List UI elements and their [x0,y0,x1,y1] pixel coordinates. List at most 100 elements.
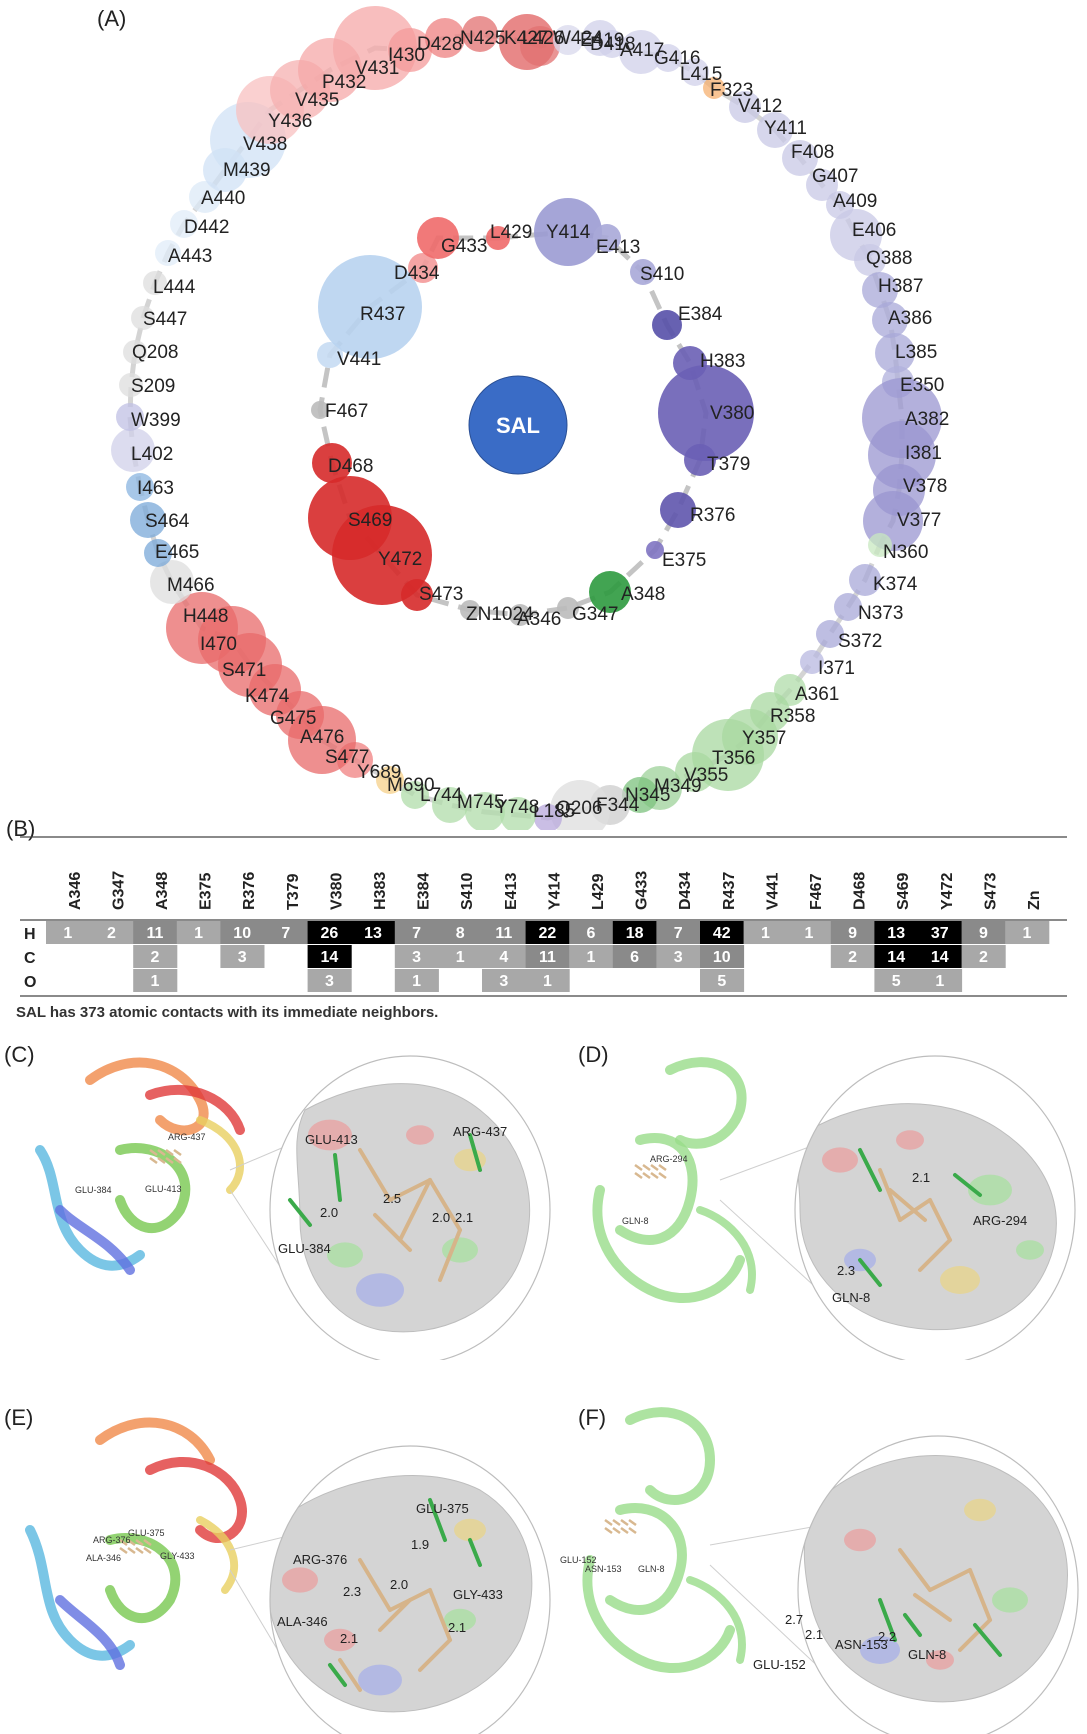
outer-residue-node-f408 [782,140,818,176]
outer-residue-node-v412 [729,91,761,123]
ligand-stick [157,1156,166,1165]
outer-residue-node-g407 [806,169,838,201]
outer-residue-label-g416: G416 [654,48,700,69]
inner-residue-node-e384 [652,310,682,340]
table-cell: 18 [626,925,644,942]
zoom-leader-line [229,1536,285,1551]
surface-patch [896,1130,924,1150]
table-cell: 1 [194,925,203,942]
outer-residue-label-h448: H448 [183,606,228,627]
table-row-label-h: H [24,926,36,943]
outer-residue-label-v431: V431 [355,58,399,79]
overview-residue-label: GLU-413 [145,1184,182,1194]
outer-residue-node-g416 [654,44,682,72]
inner-residue-node-e413 [593,224,621,252]
ligand-stick [634,1171,643,1180]
protein-ribbon [592,1185,745,1303]
inner-residue-node-g433 [417,217,459,259]
table-cell-bg [351,921,396,944]
surface-patch [282,1567,318,1593]
inner-residue-label-e375: E375 [662,550,706,571]
table-header-v380: V380 [328,873,345,910]
table-cell: 7 [412,925,421,942]
outer-residue-node-a443 [155,240,181,266]
protein-ribbon [196,1516,239,1594]
table-cell-bg [394,945,439,968]
outer-residue-node-v431 [333,6,417,90]
table-row-label-o: O [24,974,36,991]
overview-residue-label: ASN-153 [585,1564,622,1574]
ligand-stick [634,1163,643,1172]
table-cell-bg [700,969,745,992]
residue-bond [903,1613,922,1637]
outer-residue-node-h448 [166,592,238,664]
protein-ribbon [625,1407,716,1505]
outer-residue-label-w399: W399 [131,410,181,431]
hbond-distance-label: 2.1 [912,1170,930,1185]
outer-residue-label-l744: L744 [420,785,463,806]
ligand-stick [157,1148,166,1157]
inner-residue-label-s410: S410 [640,264,684,285]
ligand-bond [918,1238,952,1272]
protein-ribbon [25,1525,135,1661]
outer-residue-node-m745 [465,792,505,830]
outer-residue-label-a382: A382 [905,409,949,430]
ligand-bond [958,1618,992,1652]
hbond-distance-label: 2.2 [878,1629,896,1644]
outer-residue-label-i470: I470 [200,634,237,655]
ligand-stick [149,1156,158,1165]
docking-panel-f: GLU-152 ASN-153 GLN-8 GLU-152 ASN-153 GLN-8 2… [560,1400,1087,1734]
molecular-surface [797,1103,1057,1331]
table-cell: 8 [456,925,465,942]
docking-view-d: ARG-294 GLN-8 ARG-294 GLN-8 2.1 2.3 [592,1055,1076,1360]
ligand-stick [165,1156,174,1165]
outer-residue-label-w424: W424 [553,28,603,49]
zoom-outline [794,1055,1076,1360]
overview-residue-label: GLN-8 [638,1564,665,1574]
inner-residue-node-s469 [308,476,392,560]
outer-residue-node-y748 [500,797,536,830]
outer-residue-label-a443: A443 [168,246,212,267]
inner-residue-node-l429 [486,226,510,250]
table-header-f467: F467 [808,873,825,910]
outer-residue-label-g475: G475 [270,708,316,729]
ligand-bond [928,1198,952,1242]
ligand-stick [127,1538,136,1547]
outer-residue-node-k374 [849,564,881,596]
outer-residue-node-d428 [425,18,465,58]
table-cell: 5 [892,973,901,990]
surface-patch [358,1664,402,1696]
zoom-residue-label: GLY-433 [453,1587,503,1602]
overview-residue-label: ARG-294 [650,1154,688,1164]
table-cell-bg [961,921,1006,944]
table-header-e413: E413 [503,873,520,910]
outer-residue-label-y748: Y748 [495,797,539,818]
outer-residue-label-i371: I371 [818,658,855,679]
inner-residue-node-y414 [534,198,602,266]
outer-residue-label-v438: V438 [243,134,287,155]
outer-residue-node-f323 [703,77,725,99]
zoom-leader-line [229,1146,285,1171]
outer-residue-node-n425 [462,16,498,52]
outer-residue-label-e406: E406 [852,220,896,241]
ligand-stick [612,1518,621,1527]
outer-residue-label-v355: V355 [684,765,728,786]
surface-patch [992,1587,1028,1613]
table-cell-bg [612,921,657,944]
zoom-view-c: GLU-413 ARG-437 GLU-384 2.5 2.0 2.1 2.0 [269,1055,551,1360]
outer-residue-label-a409: A409 [833,191,877,212]
table-cell-bg [394,921,439,944]
ligand-stick [604,1518,613,1527]
outer-residue-node-d442 [170,210,198,238]
table-cell: 1 [412,973,421,990]
table-cell: 2 [848,949,857,966]
hbond-distance-label: 2.1 [340,1631,358,1646]
table-cell: 1 [587,949,596,966]
ligand-bond [388,1178,432,1202]
table-cell-bg [220,921,265,944]
outer-residue-label-g407: G407 [812,166,858,187]
hbond-distance-label: 2.1 [448,1620,466,1635]
table-cell-bg [220,945,265,968]
